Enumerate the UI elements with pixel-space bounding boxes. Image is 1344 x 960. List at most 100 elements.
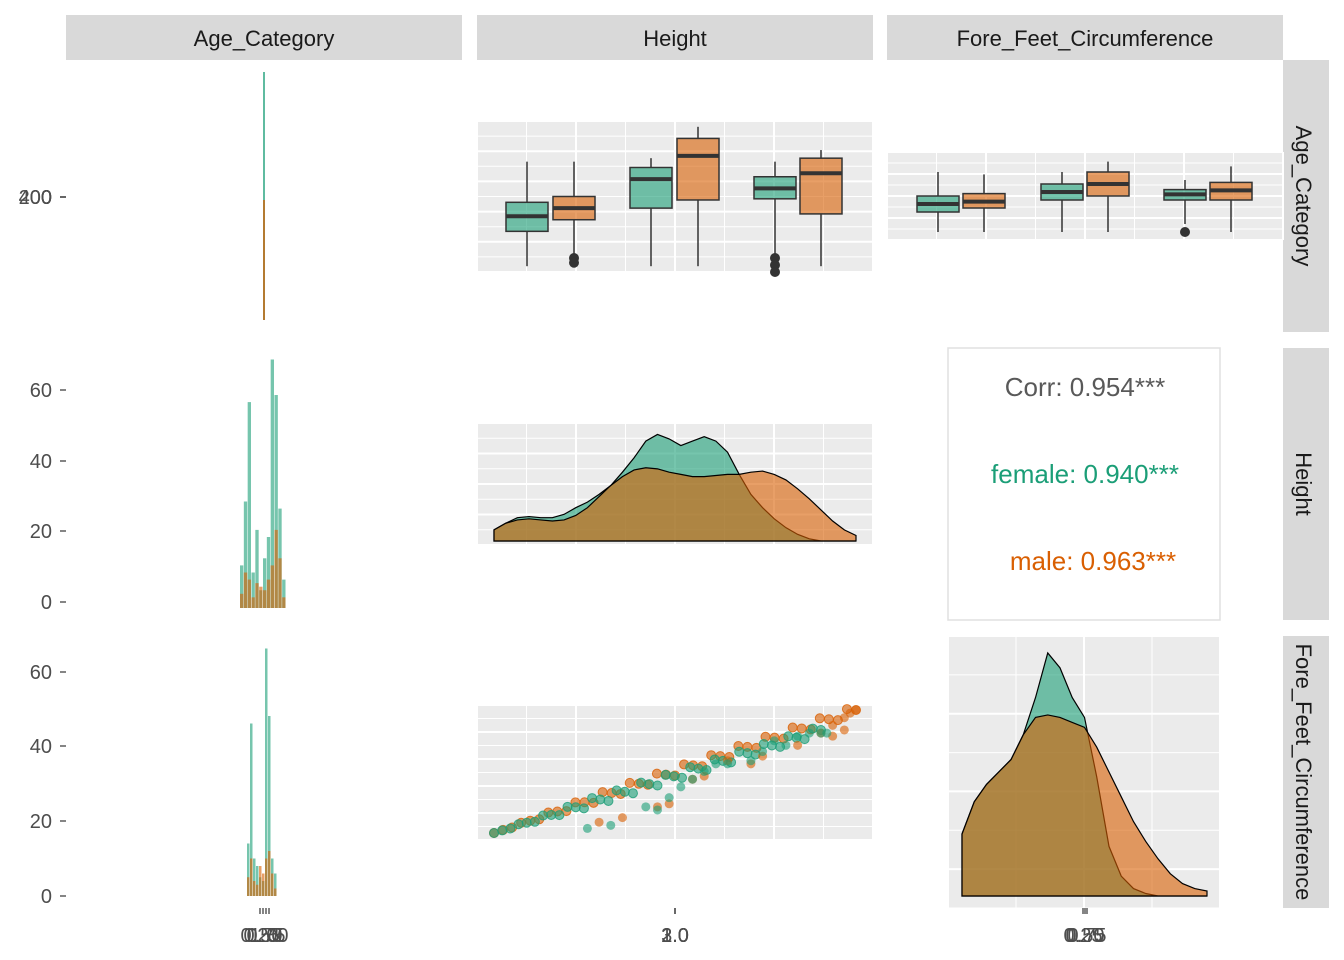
scatter-male-point — [624, 777, 635, 788]
strip-label-row1: Age_Category — [1291, 126, 1316, 267]
scatter-female-point — [513, 819, 524, 830]
box-height-outlier — [770, 267, 780, 277]
correlation-labels: Corr: 0.954*** female: 0.940*** male: 0.… — [991, 372, 1179, 576]
hist-row2-female-bar — [266, 537, 271, 608]
corr-female: female: 0.940*** — [991, 459, 1179, 489]
forefeet-male-density — [961, 714, 1208, 897]
scatter-male-point — [851, 705, 861, 715]
scatter-female-point — [641, 802, 651, 812]
scatter-male-point — [651, 768, 662, 779]
strip-col2 — [477, 15, 873, 60]
hist-row2-male-bar — [240, 593, 244, 608]
x-col1-tick-label: 1.00 — [250, 925, 289, 947]
height-male-density — [493, 467, 857, 542]
row-strips: Age_Category Height Fore_Feet_Circumfere… — [1283, 60, 1329, 908]
scatter-female-point — [783, 731, 794, 742]
scatter-female-point — [603, 795, 614, 806]
scatter-female-point — [578, 803, 589, 814]
hist-row3-male-bar — [268, 851, 271, 896]
scatter-female-point — [758, 739, 769, 750]
strip-row1 — [1283, 60, 1329, 332]
scatter-female-point — [711, 759, 721, 769]
x-col1-tick-label: 0.50 — [244, 925, 283, 947]
scatter-female-point — [627, 788, 638, 799]
hist-row3-female-bar — [253, 858, 256, 896]
x-col1-tick-label: 0.75 — [247, 925, 286, 947]
scatter-female-point — [676, 782, 686, 792]
x-col1-tick-label: 0.25 — [241, 925, 280, 947]
hist-row3-female-bar — [247, 843, 250, 896]
hist-row3-male-bar — [256, 884, 259, 896]
scatter-female-point — [489, 828, 499, 838]
x-col2-tick-label: 1.0 — [661, 925, 689, 947]
strip-row3 — [1283, 636, 1329, 908]
scatter-female-point — [529, 816, 540, 827]
box-height-box — [799, 157, 843, 215]
scatter-male-point — [787, 722, 798, 733]
hist-row2-male-bar — [251, 597, 255, 608]
hist-row3-female-bar — [256, 866, 259, 896]
scatter-female-point — [644, 779, 655, 790]
hist-row2-male-bar — [259, 586, 263, 608]
scatter-male-point — [594, 817, 604, 827]
y-row3-tick-label: 60 — [30, 662, 52, 684]
scatter-female-point — [804, 728, 814, 738]
hist-row2-female-bar — [247, 402, 251, 608]
hist-row3-male-bar — [259, 866, 262, 896]
panel-gridlines — [476, 120, 1284, 909]
scatter-female-point — [505, 823, 516, 834]
hist-row2-male-bar — [266, 579, 271, 608]
scatter-female-point — [664, 793, 674, 803]
hist-row3-male-bar — [274, 888, 277, 896]
hist-row2-female-bar — [282, 579, 286, 608]
scatter-female-point — [660, 769, 671, 780]
scatter-female-point — [595, 794, 606, 805]
scatter-female-point — [570, 802, 581, 813]
scatter-female-point — [723, 759, 733, 769]
y-row2-tick-label: 0 — [41, 592, 52, 614]
hist-row2-female-bar — [240, 565, 244, 608]
scatter-female-point — [746, 756, 756, 766]
y-row2-tick-label: 20 — [30, 521, 52, 543]
box-height-outlier — [770, 260, 780, 271]
x-col2-tick-label: 3.0 — [661, 925, 689, 947]
strip-col3 — [887, 15, 1283, 60]
strip-label-col2: Height — [643, 26, 707, 51]
x-col3-tick-label: 0.75 — [1068, 925, 1107, 947]
scatter-male-point — [664, 799, 674, 809]
hist-row3-male-bar — [250, 858, 253, 896]
hist-row2-male-bar — [274, 529, 278, 608]
scatter-female-point — [688, 774, 698, 784]
hist-row2-male-bar — [270, 565, 274, 608]
hist-row2-female-bar — [274, 395, 278, 608]
hist-row3-male-bar — [271, 873, 274, 896]
box-height-box — [629, 166, 673, 209]
y-row1-tick-label: 0 — [41, 187, 52, 209]
correlation-box — [947, 347, 1221, 621]
scatter-female-point — [677, 772, 688, 783]
hist-row2-male-bar — [278, 558, 282, 608]
x-col2-tick-label: 2.0 — [661, 925, 689, 947]
scatter-male-point — [617, 813, 627, 823]
scatter-female-point — [582, 823, 592, 833]
scatter-female-point — [781, 740, 791, 750]
scatter-female-point — [652, 805, 662, 815]
hist-row2-male-bar — [243, 572, 248, 608]
chart-marks — [240, 72, 1253, 897]
y-row1-tick-label: 400 — [19, 187, 52, 209]
hist-row3-male-bar — [247, 877, 250, 896]
strip-label-col1: Age_Category — [194, 26, 335, 51]
scatter-female-point — [538, 810, 549, 821]
scatter-female-point — [758, 747, 768, 757]
scatter-female-point — [822, 728, 832, 738]
y-row3-tick-label: 40 — [30, 736, 52, 758]
hist-row3-male-bar — [265, 858, 268, 896]
scatter-female-point — [652, 780, 663, 791]
hist-row3-female-bar — [265, 648, 268, 896]
scatter-female-point — [699, 767, 709, 776]
hist-row3-male-bar — [253, 881, 256, 896]
scatter-male-point — [814, 713, 825, 724]
hist-row1-female-bar — [263, 72, 265, 320]
scatter-female-point — [562, 801, 573, 812]
